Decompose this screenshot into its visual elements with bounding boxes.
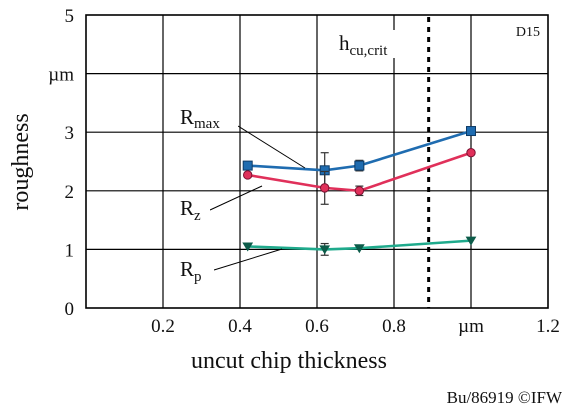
y-tick-label: 2 [65, 182, 75, 203]
x-axis-title: uncut chip thickness [191, 348, 387, 374]
y-tick-label: 5 [65, 6, 75, 27]
series-label-rp: Rp [178, 248, 283, 286]
series-line [247, 151, 472, 193]
series-label-rmax: Rmax [178, 104, 306, 169]
data-point [243, 170, 253, 180]
grid-lines [86, 15, 548, 308]
x-tick-label: 0.2 [151, 316, 175, 337]
series-label-rz: Rz [178, 185, 263, 224]
data-point [465, 236, 477, 246]
x-tick-label: 0.4 [228, 316, 252, 337]
data-point [354, 186, 365, 196]
svg-text:Rp: Rp [180, 257, 202, 285]
series-rp [242, 236, 477, 256]
y-tick-label: 1 [65, 240, 75, 261]
y-axis-title: roughness [8, 113, 34, 210]
data-point [466, 126, 476, 137]
svg-text:Rmax: Rmax [180, 105, 220, 132]
x-tick-label: 0.6 [305, 316, 329, 337]
series-line [247, 129, 472, 172]
y-tick-label: µm [48, 65, 74, 86]
badge-label: D15 [516, 25, 540, 40]
data-point [353, 244, 365, 254]
series-line [247, 239, 472, 251]
credit-label: Bu/86919 ©IFW [447, 388, 563, 407]
series-layer [242, 126, 477, 256]
x-tick-label: 1.2 [536, 316, 560, 337]
tick-labels: 0.2 0.4 0.6 0.8 µm 1.2 0 1 2 3 µm 5 [48, 6, 560, 337]
x-tick-label: µm [458, 316, 484, 337]
reference-line-label: hcu,crit [336, 30, 420, 59]
data-point [354, 160, 365, 171]
data-point [242, 242, 254, 252]
data-point [320, 183, 330, 193]
reference-label-main: h [339, 31, 350, 55]
data-point [242, 160, 253, 171]
svg-text:Rz: Rz [180, 196, 201, 224]
svg-text:hcu,crit: hcu,crit [339, 31, 388, 59]
data-point [466, 148, 476, 158]
y-tick-label: 3 [65, 123, 75, 144]
data-point [319, 245, 331, 255]
y-tick-label: 0 [65, 299, 75, 320]
series-rmax [242, 126, 476, 189]
reference-label-sub: cu,crit [350, 43, 389, 59]
series-rz [243, 148, 476, 205]
x-tick-label: 0.8 [382, 316, 406, 337]
